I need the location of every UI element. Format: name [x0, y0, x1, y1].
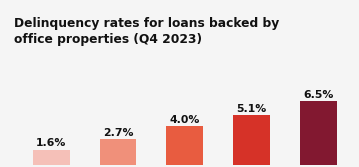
- Bar: [300, 102, 337, 165]
- Text: 2.7%: 2.7%: [103, 128, 133, 138]
- Text: Delinquency rates for loans backed by
office properties (Q4 2023): Delinquency rates for loans backed by of…: [14, 17, 280, 46]
- Bar: [100, 139, 136, 165]
- Text: 4.0%: 4.0%: [170, 115, 200, 125]
- Bar: [33, 150, 70, 165]
- Text: 5.1%: 5.1%: [237, 104, 267, 114]
- Bar: [167, 126, 203, 165]
- Bar: [233, 115, 270, 165]
- Text: 6.5%: 6.5%: [303, 90, 334, 100]
- Text: 1.6%: 1.6%: [36, 138, 66, 148]
